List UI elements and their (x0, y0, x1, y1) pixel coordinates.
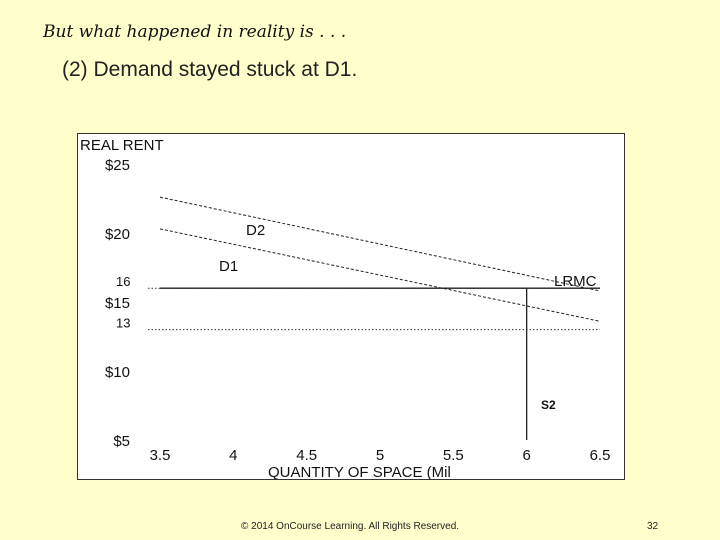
x-tick-label: 6.5 (590, 447, 611, 464)
series-line-d2 (159, 196, 601, 292)
y-axis-label: REAL RENT (80, 137, 164, 154)
series-label-d2: D2 (246, 222, 265, 239)
demand-supply-chart: REAL RENT QUANTITY OF SPACE (Mil $25 $20 $… (80, 137, 611, 479)
x-tick-label: 5.5 (443, 447, 464, 464)
chart-panel: REAL RENT QUANTITY OF SPACE (Mil $25 $20 $… (77, 133, 625, 480)
series-label-d1: D1 (219, 258, 238, 275)
series-label-lrmc: LRMC (554, 273, 597, 290)
x-tick-label: 3.5 (150, 447, 171, 464)
x-tick-label: 5 (376, 447, 384, 464)
page-number: 32 (647, 521, 659, 532)
x-tick-label: 4.5 (296, 447, 317, 464)
y-tick-label: $25 (105, 157, 130, 174)
y-tick-label: $5 (113, 433, 130, 450)
slide-title: But what happened in reality is . . . (43, 22, 347, 42)
x-tick-label: 4 (229, 447, 237, 464)
y-tick-label: $20 (105, 226, 130, 243)
y-tick-label: $10 (105, 364, 130, 381)
slide-subtitle: (2) Demand stayed stuck at D1. (62, 58, 358, 81)
x-axis-label: QUANTITY OF SPACE (Mil (268, 464, 451, 479)
x-tick-label: 6 (522, 447, 530, 464)
reference-label-16: 16 (116, 274, 130, 289)
y-tick-label: $15 (105, 295, 130, 312)
reference-label-13: 13 (116, 316, 130, 331)
series-line-d1 (159, 228, 601, 322)
series-label-s2: S2 (541, 398, 556, 412)
copyright-footer: © 2014 OnCourse Learning. All Rights Res… (241, 521, 460, 532)
